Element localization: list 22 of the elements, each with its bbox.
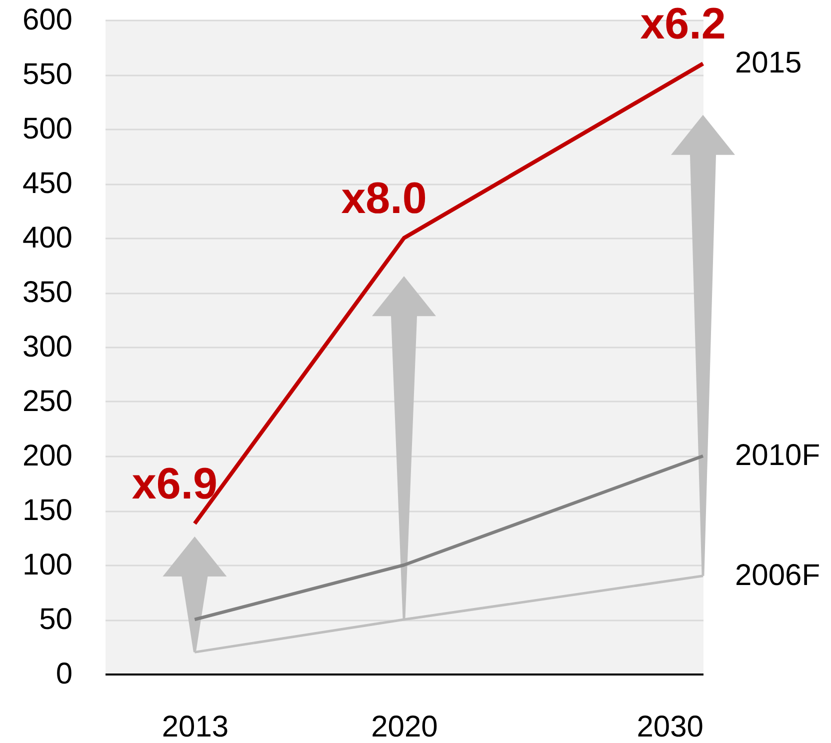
x-tick-label: 2030 bbox=[636, 710, 704, 743]
y-tick-label: 0 bbox=[56, 658, 72, 690]
series-label: 2010F bbox=[735, 439, 820, 472]
y-tick-label: 500 bbox=[22, 112, 72, 146]
x-tick-label: 2020 bbox=[371, 710, 438, 743]
x-tick-label: 2013 bbox=[162, 710, 229, 743]
annotation: x6.9 bbox=[132, 460, 218, 509]
y-tick-label: 300 bbox=[22, 330, 72, 364]
y-tick-label: 600 bbox=[22, 4, 72, 36]
y-tick-label: 200 bbox=[22, 440, 72, 472]
annotation: x8.0 bbox=[341, 174, 427, 223]
y-tick-label: 450 bbox=[22, 167, 72, 200]
y-tick-label: 350 bbox=[22, 276, 72, 309]
y-tick-label: 50 bbox=[39, 603, 72, 636]
annotation: x6.2 bbox=[640, 0, 726, 49]
y-tick-label: 250 bbox=[22, 385, 72, 418]
series-label: 2015 bbox=[735, 46, 802, 80]
series-label: 2006F bbox=[735, 558, 820, 592]
y-tick-label: 150 bbox=[22, 494, 72, 527]
y-tick-label: 400 bbox=[22, 222, 72, 254]
y-tick-label: 550 bbox=[22, 58, 72, 91]
y-tick-label: 100 bbox=[22, 548, 72, 582]
